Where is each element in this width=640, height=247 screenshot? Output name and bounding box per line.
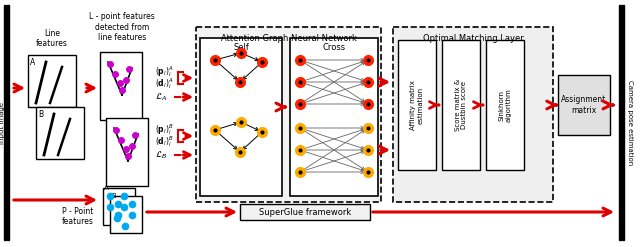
Bar (36, 107, 84, 159)
Bar (393, 27, 553, 202)
Bar (558, 75, 610, 135)
Text: B: B (38, 110, 43, 119)
Bar (398, 40, 436, 170)
Bar (486, 40, 524, 170)
Text: Camera pose estimation: Camera pose estimation (627, 80, 633, 166)
Text: P - Point
features: P - Point features (62, 207, 94, 226)
Text: $(\mathbf{d}_l)_i^A$: $(\mathbf{d}_l)_i^A$ (155, 77, 173, 91)
Text: Attention Graph Neural Network: Attention Graph Neural Network (221, 34, 356, 43)
Text: Input image: Input image (0, 102, 5, 144)
Text: Cross: Cross (323, 43, 346, 52)
Bar (106, 118, 148, 186)
Text: B: B (111, 193, 116, 199)
Bar (442, 40, 480, 170)
Text: Assignment
matrix: Assignment matrix (561, 95, 607, 115)
Text: $(\mathbf{d}_l)_i^B$: $(\mathbf{d}_l)_i^B$ (155, 135, 173, 149)
Text: $(\mathbf{p}_l)_i^A$: $(\mathbf{p}_l)_i^A$ (155, 64, 173, 80)
Text: Score matrix &
Dustbin score: Score matrix & Dustbin score (454, 79, 467, 131)
Bar (103, 188, 135, 225)
Bar (28, 55, 76, 107)
Bar (4, 5, 6, 240)
Bar (110, 196, 142, 233)
Bar (196, 27, 381, 202)
Bar (240, 204, 370, 220)
Text: Self: Self (233, 43, 249, 52)
Text: Sinkhorn
algorithm: Sinkhorn algorithm (499, 88, 511, 122)
Bar (200, 38, 282, 196)
Text: $\mathcal{L}_B$: $\mathcal{L}_B$ (155, 149, 167, 161)
Bar (622, 5, 623, 240)
Text: Optimal Matching Layer: Optimal Matching Layer (422, 34, 524, 43)
Text: L - point features
detected from
line features: L - point features detected from line fe… (89, 12, 155, 42)
Bar (619, 5, 621, 240)
Text: Line
features: Line features (36, 29, 68, 48)
Bar (290, 38, 378, 196)
Bar (100, 52, 142, 120)
Text: $\mathcal{L}_A$: $\mathcal{L}_A$ (155, 91, 167, 103)
Text: A: A (30, 58, 35, 67)
Text: Affinity matrix
estimation: Affinity matrix estimation (410, 80, 424, 130)
Text: SuperGlue framework: SuperGlue framework (259, 207, 351, 217)
Bar (7, 5, 8, 240)
Text: A: A (104, 185, 109, 191)
Text: $(\mathbf{p}_l)_i^B$: $(\mathbf{p}_l)_i^B$ (155, 123, 173, 137)
